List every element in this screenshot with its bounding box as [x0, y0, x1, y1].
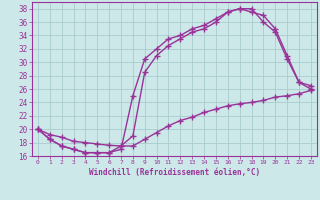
- X-axis label: Windchill (Refroidissement éolien,°C): Windchill (Refroidissement éolien,°C): [89, 168, 260, 177]
